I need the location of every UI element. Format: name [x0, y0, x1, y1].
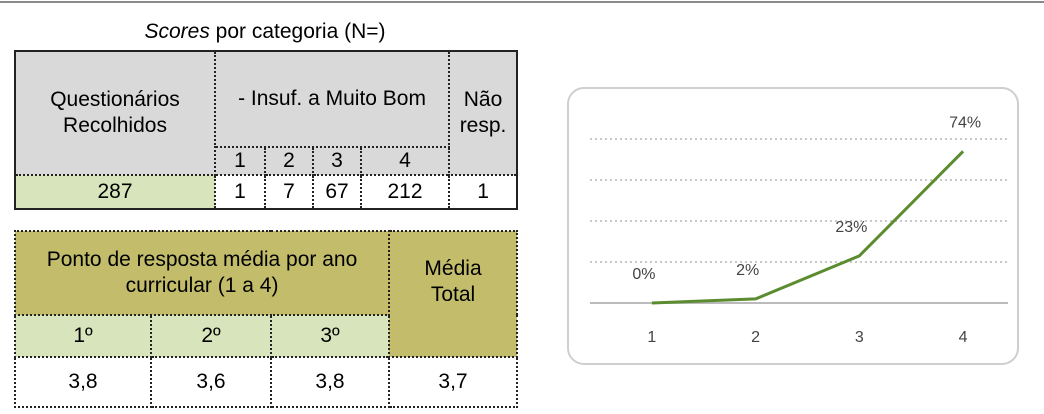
year-cell: 3º [269, 314, 391, 358]
data-cell: 67 [312, 174, 362, 210]
x-tick-label: 2 [751, 329, 760, 346]
data-label: 2% [736, 262, 759, 279]
data-cell: 3,8 [269, 356, 391, 408]
caption-rest: por categoria (N=) [209, 20, 386, 43]
header-cell: - Insuf. a Muito Bom [213, 50, 451, 148]
data-label: 74% [949, 115, 981, 132]
data-cell: 212 [359, 174, 451, 210]
line [651, 150, 965, 305]
level-cell: 4 [359, 146, 451, 176]
data-label: 23% [835, 219, 867, 236]
year-cell: 2º [150, 314, 272, 358]
x-tick-label: 3 [855, 329, 864, 346]
year-cell: 1º [14, 314, 152, 358]
level-cell: 1 [214, 146, 266, 176]
data-cell: 287 [14, 174, 216, 210]
caption-italic: Scores [144, 20, 210, 43]
data-cell: 3,7 [388, 356, 519, 408]
data-cell: 1 [448, 174, 519, 210]
x-tick-label: 1 [647, 329, 656, 346]
level-cell: 3 [312, 146, 362, 176]
data-cell: 3,8 [14, 356, 152, 408]
table-caption: Scores por categoria (N=) [14, 20, 516, 44]
level-cell: 2 [264, 146, 314, 176]
average-table: Ponto de resposta média por ano curricul… [13, 230, 519, 408]
header-cell: Questionários Recolhidos [14, 50, 216, 176]
data-cell: 1 [214, 174, 266, 210]
header-cell: Média Total [388, 230, 519, 358]
header-cell: Ponto de resposta média por ano curricul… [13, 230, 391, 316]
data-cell: 3,6 [150, 356, 272, 408]
header-cell: Não resp. [448, 50, 519, 176]
scores-table: Questionários Recolhidos - Insuf. a Muit… [14, 50, 519, 210]
chart-frame [567, 87, 1019, 365]
x-tick-label: 4 [959, 329, 968, 346]
top-rule [0, 1, 1044, 3]
data-cell: 7 [264, 174, 314, 210]
data-label: 0% [632, 266, 655, 283]
chart: 1 2 3 4 0% 2% 23% 74% [567, 87, 1019, 365]
